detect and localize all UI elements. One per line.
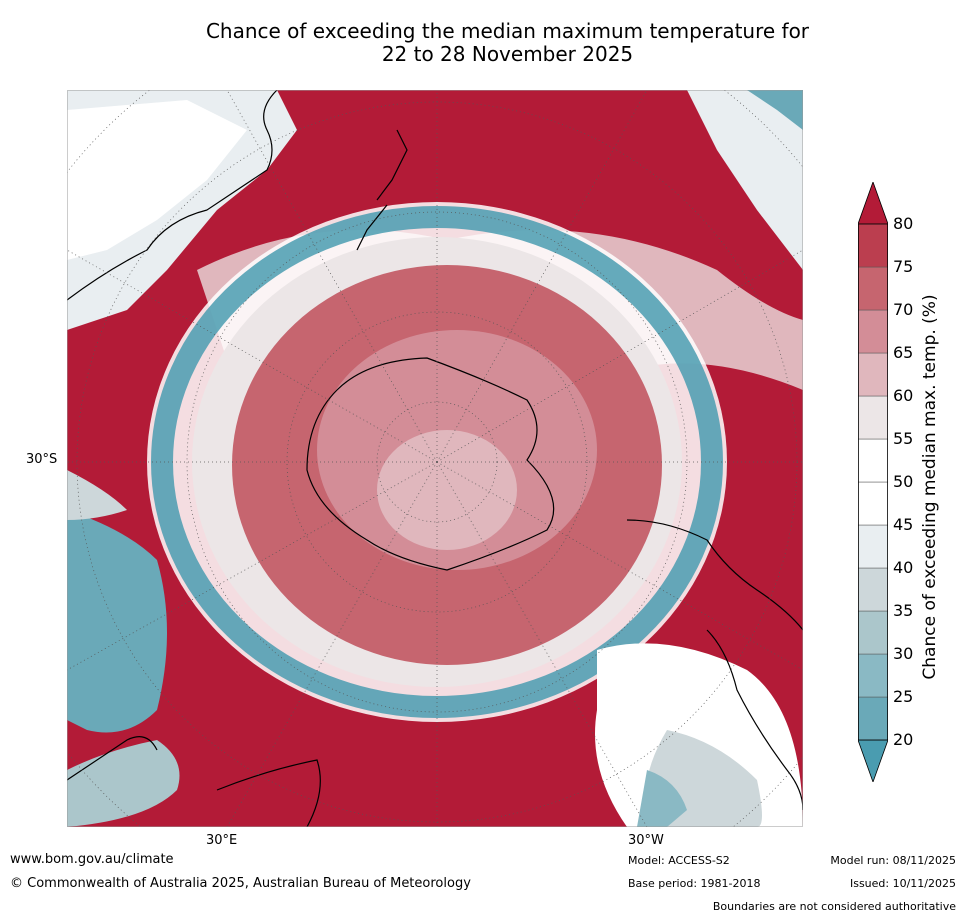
africa-coastline <box>67 736 321 827</box>
footer-model-run: Model run: 08/11/2025 <box>830 854 956 867</box>
colorbar-tick-label: 55 <box>893 429 914 448</box>
graticule <box>67 90 803 827</box>
colorbar-band <box>858 567 888 612</box>
region-south-america-blue <box>637 770 687 827</box>
colorbar-tick-label: 35 <box>893 601 914 620</box>
colorbar-band <box>858 610 888 655</box>
colorbar-tick-label: 25 <box>893 687 914 706</box>
colorbar-tick-label: 45 <box>893 515 914 534</box>
colorbar <box>858 182 888 782</box>
footer-model: Model: ACCESS-S2 <box>628 854 730 867</box>
colorbar-band <box>858 395 888 440</box>
colorbar-cap-top <box>858 182 888 225</box>
chart-title: Chance of exceeding the median maximum t… <box>60 20 955 66</box>
australia-coastline <box>67 90 278 301</box>
colorbar-band <box>858 696 888 741</box>
colorbar-band <box>858 438 888 483</box>
map-frame <box>67 90 803 827</box>
colorbar-tick-label: 80 <box>893 214 914 233</box>
colorbar-title: Chance of exceeding median max. temp. (%… <box>920 294 940 680</box>
antarctica-pole-area <box>377 430 517 550</box>
title-line-2: 22 to 28 November 2025 <box>381 42 634 66</box>
region-atlantic-grey <box>67 470 127 520</box>
footer-website: www.bom.gov.au/climate <box>10 852 174 867</box>
footer-issued: Issued: 10/11/2025 <box>849 877 956 890</box>
lon-label-30w: 30°W <box>628 833 664 848</box>
colorbar-cap-bottom <box>858 739 888 782</box>
colorbar-frame <box>858 223 888 741</box>
colorbar-band <box>858 309 888 354</box>
colorbar-band <box>858 266 888 311</box>
footer-copyright: © Commonwealth of Australia 2025, Austra… <box>10 876 471 891</box>
region-north-pacific-blue <box>747 90 803 130</box>
lat-label-30s: 30°S <box>26 452 58 467</box>
title-line-1: Chance of exceeding the median maximum t… <box>205 19 810 43</box>
colorbar-band <box>858 352 888 397</box>
colorbar-tick-label: 60 <box>893 386 914 405</box>
colorbar-tick-label: 70 <box>893 300 914 319</box>
polar-map <box>67 90 803 827</box>
south-america-coastline <box>626 519 803 811</box>
colorbar-tick-label: 50 <box>893 472 914 491</box>
colorbar-tick-label: 20 <box>893 730 914 749</box>
colorbar-band <box>858 223 888 268</box>
lon-label-30e: 30°E <box>206 833 238 848</box>
colorbar-tick-label: 30 <box>893 644 914 663</box>
footer-disclaimer: Boundaries are not considered authoritat… <box>712 900 956 913</box>
colorbar-band <box>858 524 888 569</box>
antarctica-coastline <box>306 357 555 571</box>
region-indian-ocean-north-white <box>67 100 247 260</box>
colorbar-tick-label: 40 <box>893 558 914 577</box>
new-zealand-coastline <box>356 129 408 251</box>
colorbar-band <box>858 481 888 526</box>
colorbar-tick-label: 65 <box>893 343 914 362</box>
region-north-pacific-corner <box>687 90 803 270</box>
colorbar-band <box>858 653 888 698</box>
footer-base-period: Base period: 1981-2018 <box>628 877 761 890</box>
colorbar-tick-label: 75 <box>893 257 914 276</box>
region-atlantic-blue <box>67 510 167 733</box>
